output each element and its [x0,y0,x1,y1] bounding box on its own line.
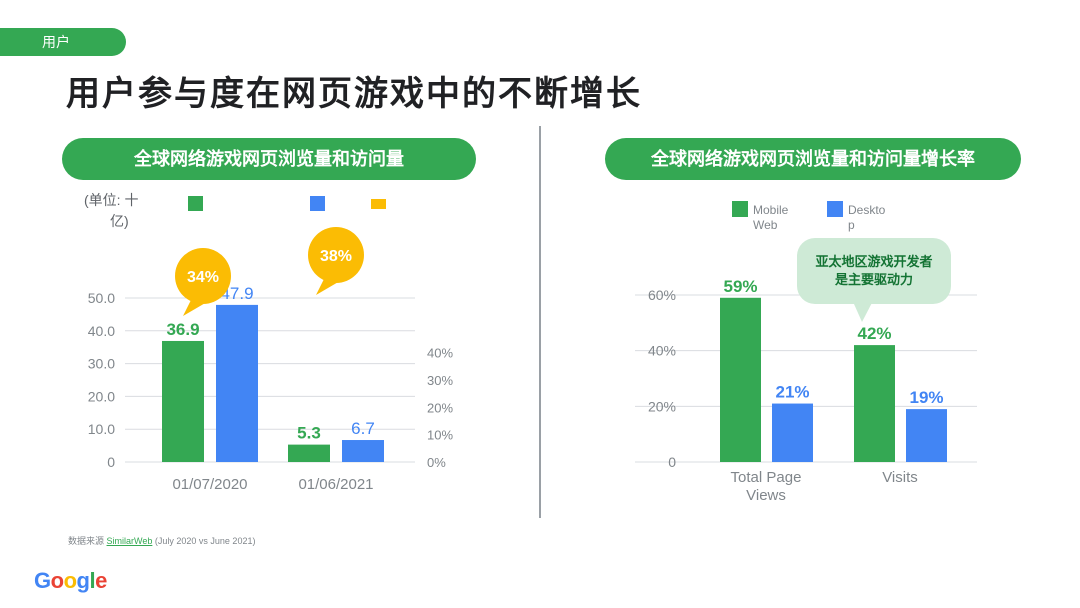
y2-tick-label: 30% [427,373,453,388]
y-tick-label: 50.0 [88,290,115,306]
bar [216,304,258,462]
legend-swatch [188,196,203,211]
legend-swatch [310,196,325,211]
legend-label-cont: Web [753,218,778,232]
source-range: (July 2020 vs June 2021) [154,536,256,546]
y-tick-label: 30.0 [88,356,115,372]
bar [720,297,761,462]
logo-letter: e [95,568,107,593]
unit-label-cont: 亿) [110,213,129,229]
y-tick-label: 0 [668,454,676,470]
x-tick-label: Visits [882,469,918,486]
left-chart: (单位: 十亿) 0 10.0 20.0 30.0 40.0 50.0 0% 10% 20% 30%… [84,192,453,493]
y-tick-label: 40% [648,343,676,359]
legend-label: Mobile [753,203,789,217]
legend-label-cont: p [848,218,855,232]
logo-letter: g [76,568,90,593]
bar-value-label: 5.3 [297,424,321,443]
bar [854,345,895,462]
legend-swatch [732,201,748,217]
google-logo: Google [34,568,107,594]
x-tick-label: 01/06/2021 [298,476,373,493]
callout-bubble [308,227,364,283]
page-title: 用户参与度在网页游戏中的不断增长 [66,75,642,113]
bar [162,340,204,462]
callout-label: 38% [320,248,352,265]
x-tick-label: 01/07/2020 [172,476,247,493]
callout-text-cont: 是主要驱动力 [834,272,913,287]
callout-label: 34% [187,269,219,286]
bar [772,403,813,462]
x-tick-label: Views [746,487,786,504]
source-label: 数据来源 [68,536,105,546]
source-note: 数据来源 SimilarWeb (July 2020 vs June 2021) [68,534,255,547]
callout-bubble [175,248,231,304]
bar-value-label: 21% [775,383,809,402]
bar-value-label: 59% [723,277,757,296]
bar [906,409,947,462]
panel-divider [539,126,541,518]
y2-tick-label: 0% [427,455,446,470]
bar-value-label: 36.9 [166,320,199,339]
left-chart-title: 全球网络游戏网页浏览量和访问量 [62,138,476,180]
y2-tick-label: 40% [427,346,453,361]
bar [342,440,384,462]
bar-value-label: 6.7 [351,419,375,438]
y-tick-label: 20% [648,398,676,414]
legend-swatch [827,201,843,217]
unit-label: (单位: 十 [84,192,138,208]
logo-letter: o [50,568,64,593]
y-tick-label: 10.0 [88,421,115,437]
y-tick-label: 20.0 [88,388,115,404]
section-tag: 用户 [0,28,126,56]
bar-value-label: 47.9 [220,284,253,303]
y-tick-label: 40.0 [88,323,115,339]
bar-value-label: 42% [857,324,891,343]
legend-label: Deskto [848,203,886,217]
y-tick-label: 60% [648,287,676,303]
x-tick-label: Total Page [731,469,802,486]
logo-letter: l [89,568,96,593]
bar-value-label: 19% [909,388,943,407]
right-chart-title: 全球网络游戏网页浏览量和访问量增长率 [605,138,1021,180]
legend-swatch [371,199,386,209]
source-link[interactable]: SimilarWeb [106,536,153,546]
logo-letter: G [34,568,51,593]
bar [288,444,330,462]
callout-box [797,238,951,304]
callout-text: 亚太地区游戏开发者 [815,254,932,269]
logo-letter: o [63,568,77,593]
y-tick-label: 0 [107,454,115,470]
y2-tick-label: 20% [427,400,453,415]
y2-tick-label: 10% [427,428,453,443]
